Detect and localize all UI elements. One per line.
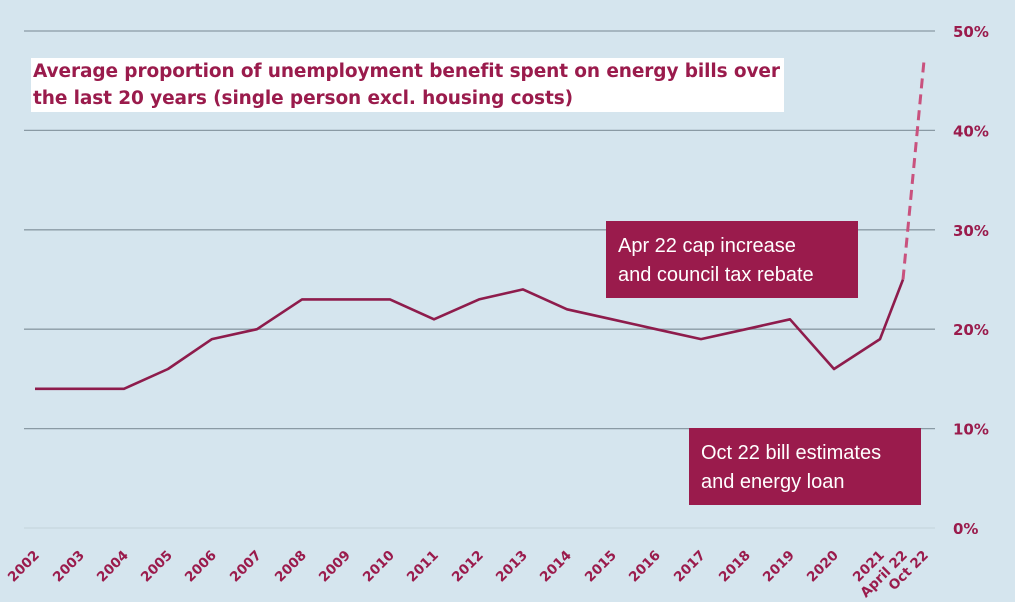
annotation-oct22: Oct 22 bill estimates and energy loan (689, 428, 921, 505)
annotation-apr22-line-1: Apr 22 cap increase (618, 235, 796, 257)
series-line-dashed (901, 60, 926, 280)
x-tick-label: 2011 (404, 548, 442, 586)
annotation-apr22: Apr 22 cap increase and council tax reba… (606, 221, 858, 298)
chart-title: Average proportion of unemployment benef… (31, 58, 784, 112)
x-tick-label: 2016 (626, 548, 664, 586)
y-tick-label: 40% (953, 122, 989, 140)
x-tick-label: 2018 (716, 548, 754, 586)
annotation-apr22-line-2: and council tax rebate (618, 264, 814, 286)
annotation-oct22-line-2: and energy loan (701, 471, 845, 493)
y-tick-label: 50% (953, 23, 989, 41)
x-tick-label: 2002 (5, 548, 43, 586)
x-tick-label: 2005 (138, 548, 176, 586)
x-tick-label: 2008 (272, 548, 310, 586)
x-tick-label: 2013 (493, 548, 531, 586)
x-tick-label: 2006 (182, 548, 220, 586)
x-tick-label: 2007 (227, 548, 265, 586)
x-tick-label: 2004 (94, 548, 132, 586)
x-tick-label: 2010 (360, 548, 398, 586)
x-tick-label: 2017 (671, 548, 709, 586)
x-tick-label: 2020 (804, 548, 842, 586)
x-tick-label: 2019 (760, 548, 798, 586)
x-tick-label: 2015 (582, 548, 620, 586)
x-tick-label: 2009 (316, 548, 354, 586)
annotation-oct22-line-1: Oct 22 bill estimates (701, 442, 882, 464)
y-tick-label: 0% (953, 520, 978, 538)
chart-title-line-2: the last 20 years (single person excl. h… (33, 88, 573, 109)
x-tick-label: 2012 (449, 548, 487, 586)
y-tick-label: 10% (953, 421, 989, 439)
series-line (35, 279, 905, 391)
chart-title-line-1: Average proportion of unemployment benef… (33, 61, 780, 82)
x-tick-label: 2014 (537, 548, 575, 586)
y-tick-label: 20% (953, 321, 989, 339)
y-tick-label: 30% (953, 222, 989, 240)
x-tick-label: 2003 (50, 548, 88, 586)
